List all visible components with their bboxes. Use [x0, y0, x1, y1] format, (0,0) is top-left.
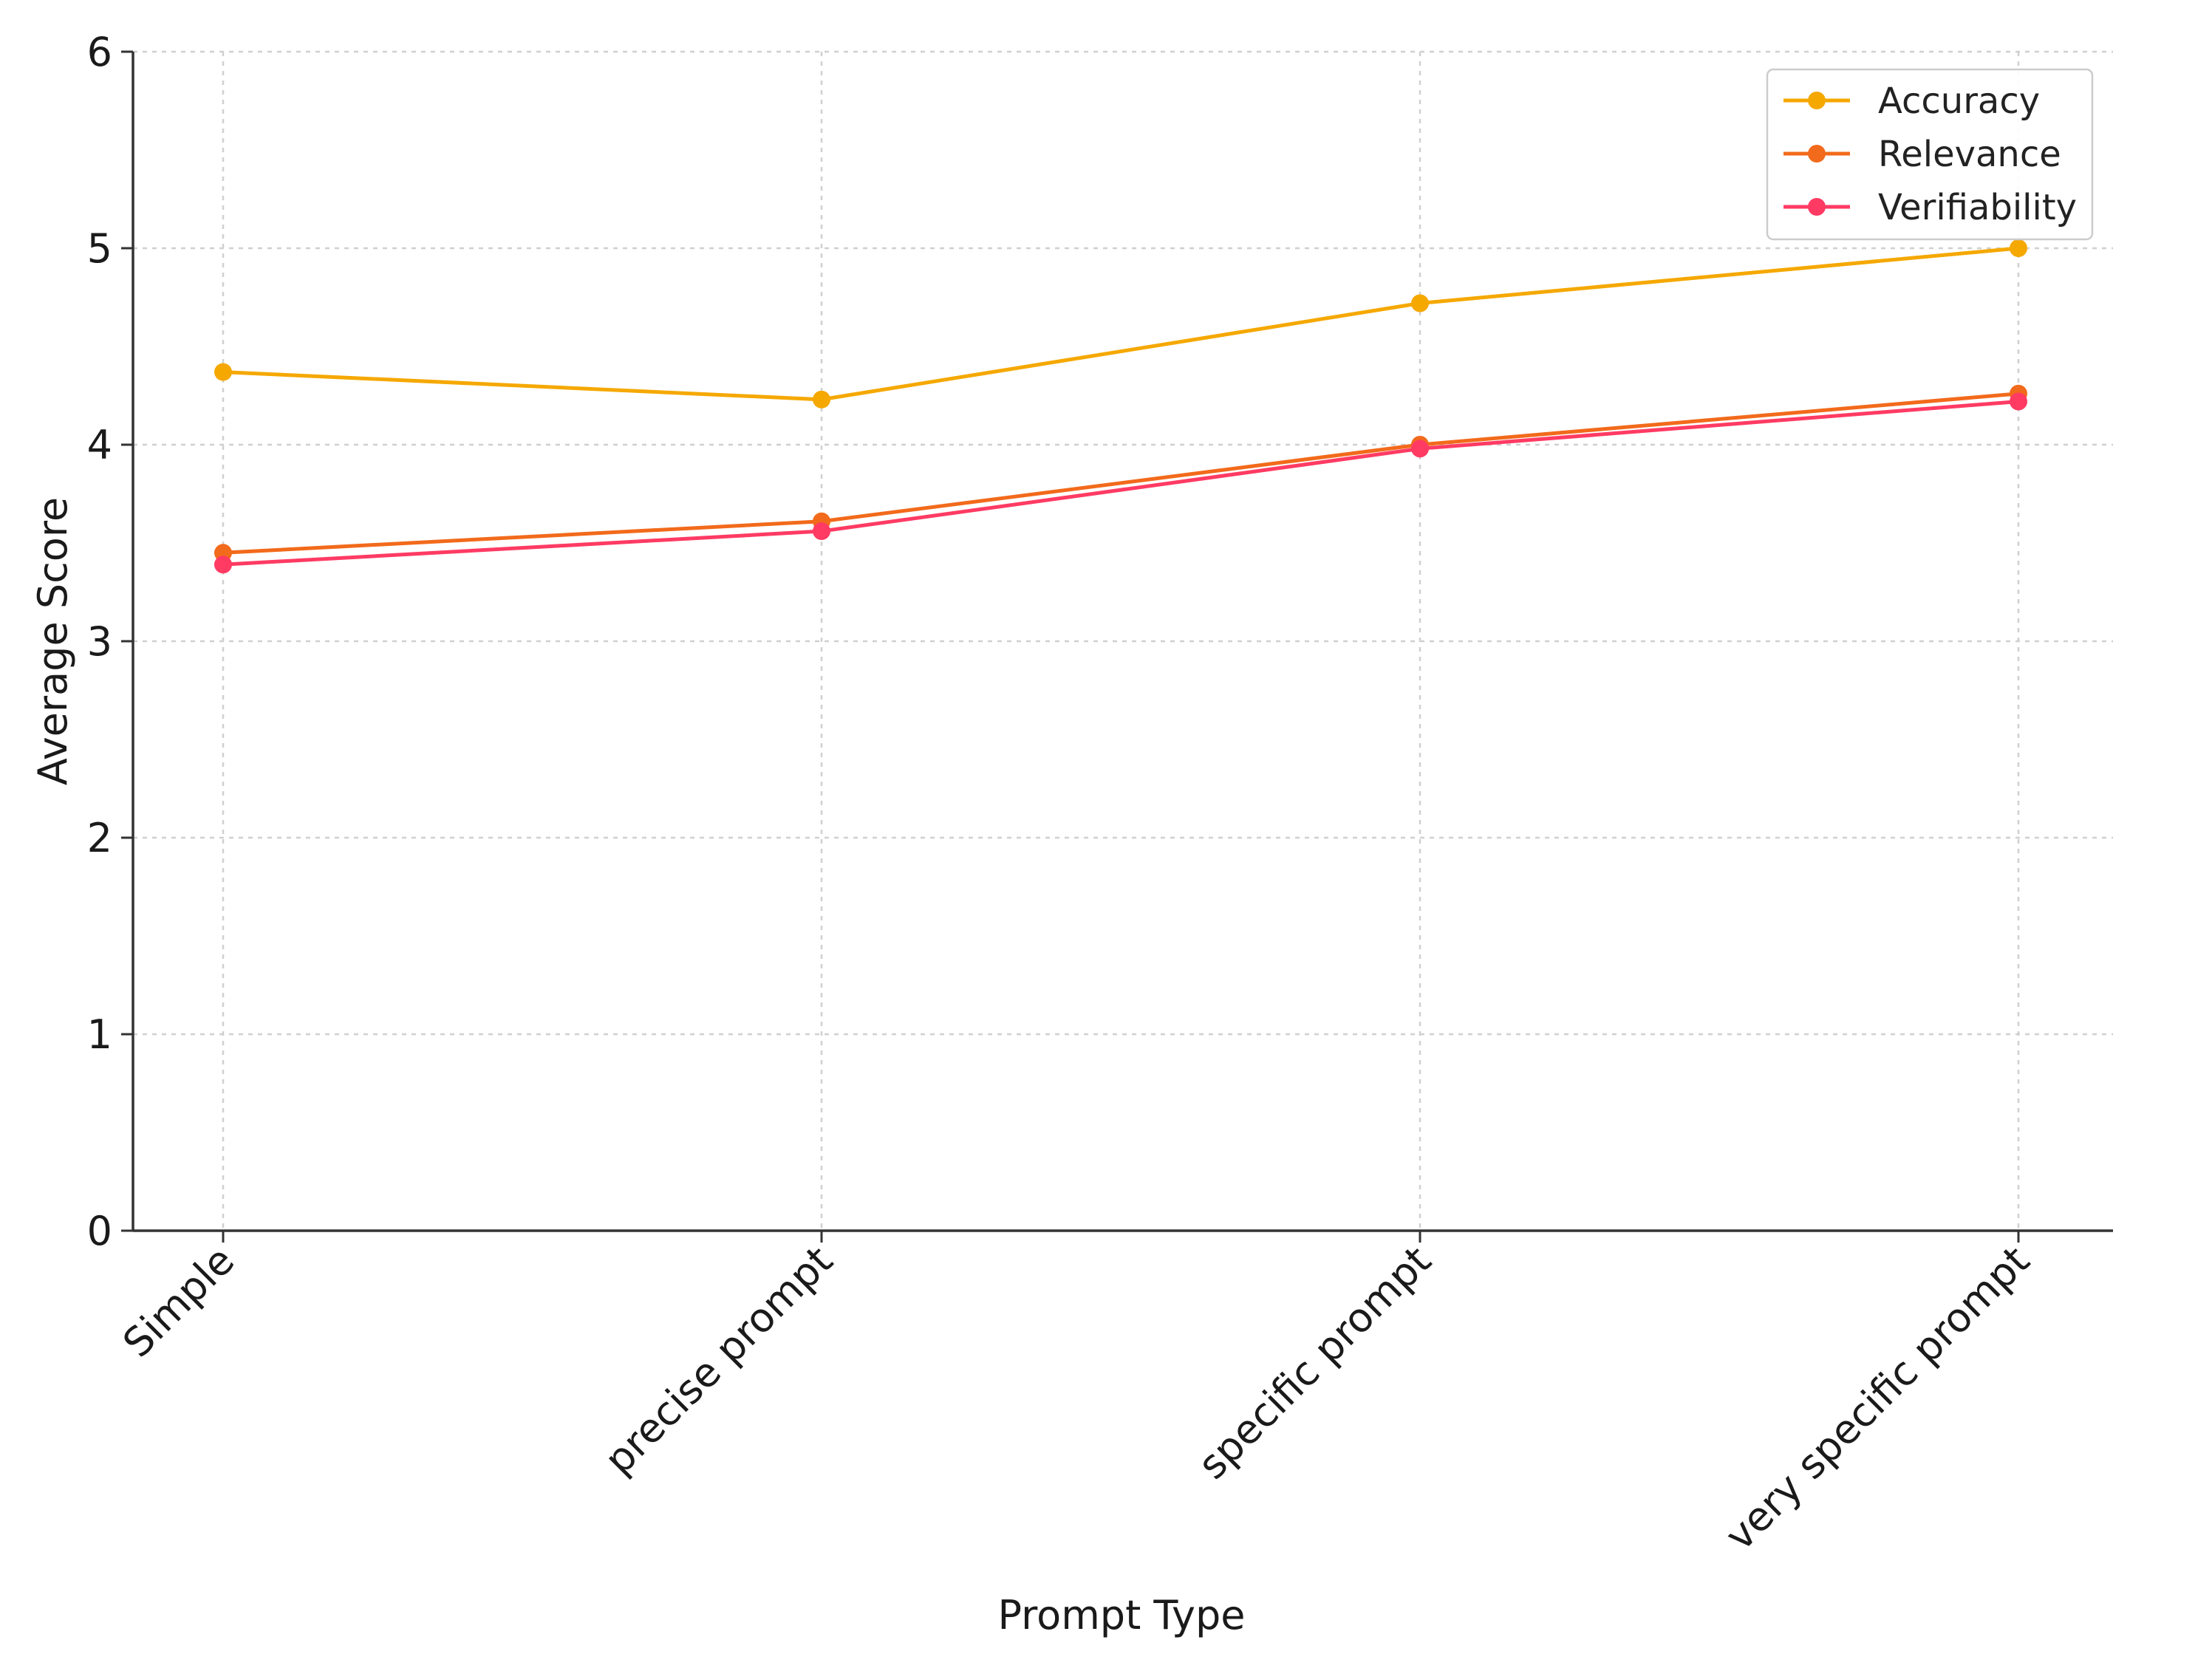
legend-swatch-marker [1808, 92, 1826, 109]
y-tick-label: 4 [87, 422, 112, 468]
legend-label: Accuracy [1878, 81, 2040, 122]
series-layer [214, 239, 2027, 574]
series-verifiability [214, 392, 2027, 574]
x-tick-label: Simple [114, 1237, 243, 1367]
x-tick-label: very specific prompt [1716, 1237, 2038, 1559]
ticks-layer: 0 1 2 3 4 5 6 Simple precise prompt specific prom… [87, 29, 2039, 1559]
y-tick-label: 0 [87, 1208, 112, 1254]
y-tick-label: 6 [87, 29, 112, 75]
grid-layer [133, 50, 2113, 1232]
legend: Accuracy Relevance Verifiability [1766, 68, 2094, 241]
data-point [813, 522, 830, 541]
data-point [1411, 440, 1429, 458]
series-relevance [214, 384, 2027, 562]
legend-swatch-marker [1808, 145, 1826, 163]
x-tick-label: precise prompt [595, 1237, 842, 1483]
legend-swatch-marker [1808, 198, 1826, 216]
legend-label: Relevance [1878, 134, 2061, 175]
legend-label: Verifiability [1878, 187, 2077, 228]
y-tick-label: 1 [87, 1011, 112, 1058]
x-axis-title: Prompt Type [998, 1592, 1246, 1638]
legend-item: Relevance [1783, 134, 2061, 175]
y-tick-label: 3 [87, 618, 112, 665]
data-point [813, 390, 830, 409]
data-point [214, 556, 232, 574]
data-point [2010, 239, 2027, 257]
data-point [2010, 392, 2027, 411]
legend-item: Verifiability [1783, 187, 2077, 228]
series-line [221, 392, 2021, 555]
data-point [1411, 294, 1429, 312]
series-accuracy [214, 239, 2027, 409]
legend-item: Accuracy [1783, 81, 2040, 122]
legend-box [1766, 68, 2094, 241]
y-tick-label: 5 [87, 225, 112, 272]
x-tick-label: specific prompt [1189, 1237, 1440, 1489]
y-tick-label: 2 [87, 815, 112, 861]
series-line [221, 399, 2021, 567]
series-line [221, 246, 2021, 402]
y-axis-title: Average Score [30, 497, 76, 785]
data-point [214, 363, 232, 381]
